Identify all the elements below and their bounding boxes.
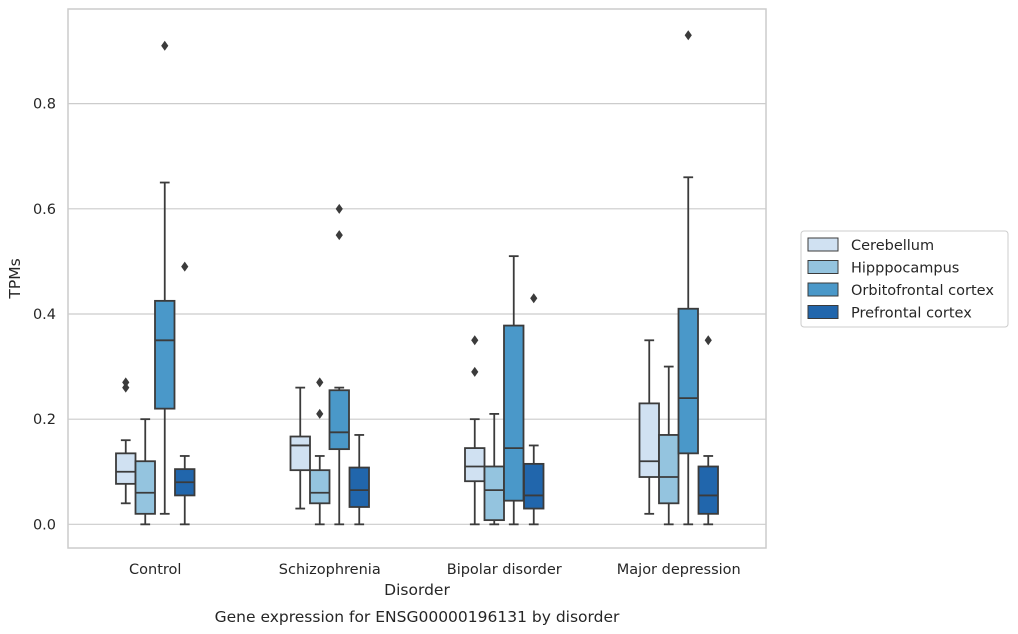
outlier-point xyxy=(335,230,343,241)
box-iqr xyxy=(154,299,176,410)
box-orbitofrontal-cortex xyxy=(154,40,176,515)
box-prefrontal-cortex xyxy=(348,434,370,526)
outlier-point xyxy=(122,377,130,388)
x-tick-label: Schizophrenia xyxy=(279,562,381,578)
legend-label: Hipppocampus xyxy=(851,261,959,277)
outlier-point xyxy=(704,335,712,346)
box-iqr xyxy=(328,389,350,451)
y-tick-label: 0.8 xyxy=(33,97,56,113)
box-hipppocampus xyxy=(309,377,331,526)
box-iqr xyxy=(115,452,137,485)
y-tick-label: 0.6 xyxy=(33,202,56,218)
x-tick-label: Control xyxy=(129,562,181,578)
outlier-point xyxy=(122,382,130,393)
chart-caption: Gene expression for ENSG00000196131 by d… xyxy=(215,608,620,626)
box-iqr xyxy=(697,465,719,515)
outlier-point xyxy=(530,293,538,304)
box-cerebellum xyxy=(464,335,486,526)
box-iqr xyxy=(677,307,699,455)
box-hipppocampus xyxy=(483,413,505,526)
outlier-point xyxy=(181,261,189,272)
box-iqr xyxy=(348,466,370,508)
box-prefrontal-cortex xyxy=(523,293,545,526)
legend-swatch xyxy=(807,282,839,297)
box-hipppocampus xyxy=(658,365,680,526)
legend-swatch xyxy=(807,237,839,252)
outlier-point xyxy=(316,377,324,388)
outlier-point xyxy=(161,40,169,51)
box-cerebellum xyxy=(115,377,137,505)
outlier-point xyxy=(471,366,479,377)
legend-swatch xyxy=(807,260,839,274)
box-iqr xyxy=(503,324,525,502)
box-orbitofrontal-cortex xyxy=(328,203,350,526)
x-axis-label: Disorder xyxy=(384,581,450,599)
y-axis-label: TPMs xyxy=(6,258,24,299)
legend-swatch xyxy=(807,305,839,319)
x-tick-label: Bipolar disorder xyxy=(447,562,562,578)
outlier-point xyxy=(335,203,343,214)
legend-label: Orbitofrontal cortex xyxy=(851,283,994,299)
box-iqr xyxy=(309,469,331,505)
box-hipppocampus xyxy=(134,418,156,526)
box-iqr xyxy=(289,435,311,472)
box-iqr xyxy=(134,460,156,515)
box-prefrontal-cortex xyxy=(174,261,196,526)
box-cerebellum xyxy=(289,386,311,510)
x-tick-label: Major depression xyxy=(617,562,741,578)
box-groups xyxy=(115,30,719,526)
legend-frame xyxy=(800,230,1009,328)
box-iqr xyxy=(638,402,660,478)
outlier-point xyxy=(316,408,324,419)
x-tick-labels: Control Schizophrenia Bipolar disorder Majo… xyxy=(129,562,741,578)
outlier-point xyxy=(471,335,479,346)
box-iqr xyxy=(658,434,680,505)
legend-label: Cerebellum xyxy=(851,238,934,254)
box-orbitofrontal-cortex xyxy=(503,255,525,526)
box-iqr xyxy=(464,447,486,483)
box-prefrontal-cortex xyxy=(697,335,719,526)
outlier-point xyxy=(684,30,692,41)
box-orbitofrontal-cortex xyxy=(677,30,699,526)
box-cerebellum xyxy=(638,339,660,515)
y-tick-label: 0.2 xyxy=(33,412,56,428)
y-tick-label: 0.0 xyxy=(33,517,56,533)
y-tick-labels: 0.0 0.2 0.4 0.6 0.8 xyxy=(33,97,56,534)
legend: Cerebellum Hipppocampus Orbitofrontal cort… xyxy=(800,230,1009,328)
box-iqr xyxy=(523,462,545,510)
legend-label: Prefrontal cortex xyxy=(851,306,972,322)
plot-frame xyxy=(67,8,767,549)
y-tick-label: 0.4 xyxy=(33,307,56,323)
box-iqr xyxy=(483,465,505,522)
